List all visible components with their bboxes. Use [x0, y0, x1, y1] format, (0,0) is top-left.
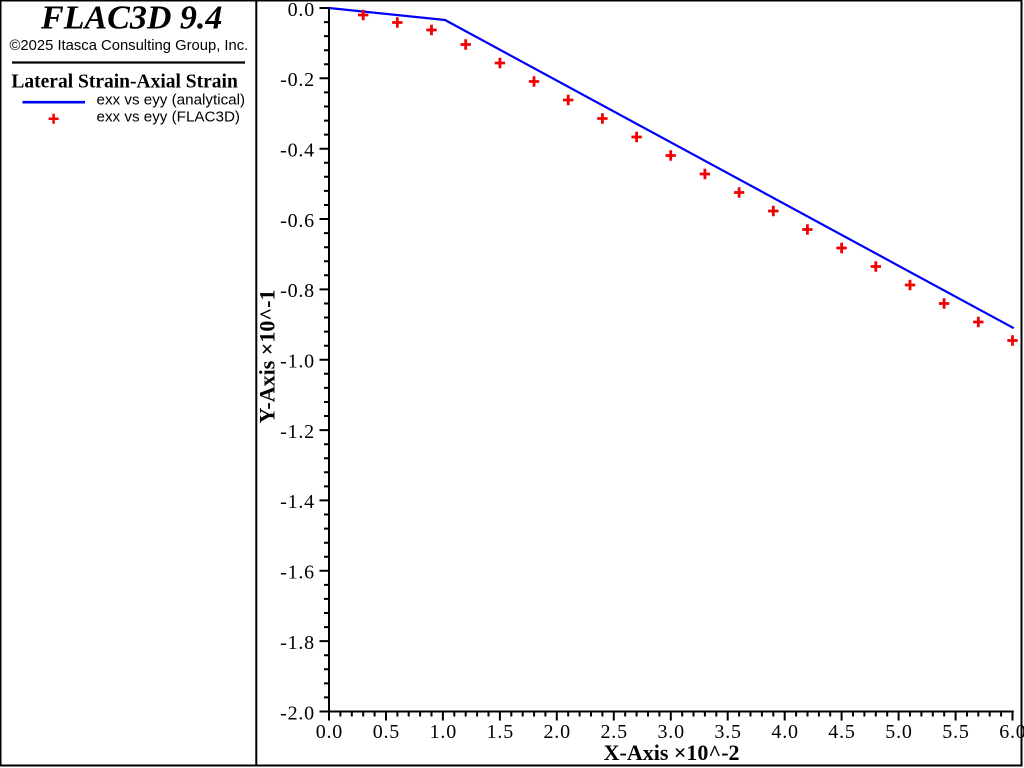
- svg-text:exx vs eyy (analytical): exx vs eyy (analytical): [97, 92, 246, 109]
- svg-text:3.5: 3.5: [714, 721, 741, 743]
- svg-text:6.0: 6.0: [999, 721, 1024, 743]
- svg-text:exx vs eyy (FLAC3D): exx vs eyy (FLAC3D): [97, 109, 240, 126]
- svg-text:4.0: 4.0: [771, 721, 798, 743]
- svg-text:-0.4: -0.4: [280, 140, 315, 162]
- svg-text:©2025 Itasca Consulting Group,: ©2025 Itasca Consulting Group, Inc.: [10, 38, 249, 54]
- svg-text:0.5: 0.5: [373, 721, 400, 743]
- svg-text:1.0: 1.0: [430, 721, 457, 743]
- svg-text:-2.0: -2.0: [280, 702, 315, 724]
- svg-text:0.0: 0.0: [288, 0, 315, 21]
- svg-text:1.5: 1.5: [487, 721, 514, 743]
- svg-text:X-Axis ×10^-2: X-Axis ×10^-2: [604, 740, 740, 765]
- svg-text:2.0: 2.0: [543, 721, 570, 743]
- svg-text:-1.0: -1.0: [280, 351, 315, 373]
- svg-text:3.0: 3.0: [657, 721, 684, 743]
- svg-text:Lateral Strain-Axial Strain: Lateral Strain-Axial Strain: [11, 72, 238, 93]
- svg-text:2.5: 2.5: [600, 721, 627, 743]
- svg-text:0.0: 0.0: [316, 721, 343, 743]
- svg-text:FLAC3D 9.4: FLAC3D 9.4: [40, 0, 222, 37]
- svg-text:-0.2: -0.2: [280, 69, 315, 91]
- svg-text:-1.6: -1.6: [280, 562, 315, 584]
- svg-text:5.5: 5.5: [942, 721, 969, 743]
- svg-text:-1.8: -1.8: [280, 632, 315, 654]
- svg-text:-1.4: -1.4: [280, 491, 315, 513]
- svg-text:4.5: 4.5: [828, 721, 855, 743]
- svg-text:Y-Axis ×10^-1: Y-Axis ×10^-1: [255, 290, 280, 424]
- svg-text:5.0: 5.0: [885, 721, 912, 743]
- svg-text:-1.2: -1.2: [280, 421, 315, 443]
- svg-text:-0.6: -0.6: [280, 210, 315, 232]
- svg-text:-0.8: -0.8: [280, 280, 315, 302]
